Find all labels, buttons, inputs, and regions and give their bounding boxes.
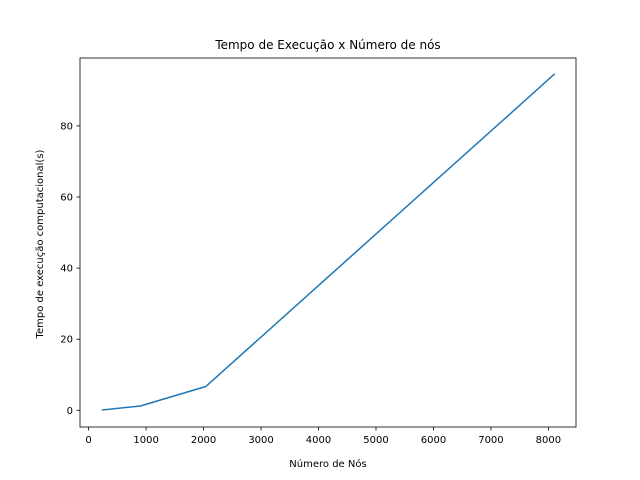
x-tick-label: 3000 bbox=[248, 435, 273, 446]
y-tick-label: 80 bbox=[60, 121, 73, 132]
x-tick-label: 7000 bbox=[478, 435, 503, 446]
plot-frame bbox=[79, 57, 577, 428]
x-axis-ticks: 0 1000 2000 3000 4000 5000 6000 7000 8000 bbox=[85, 427, 561, 446]
x-tick-label: 4000 bbox=[306, 435, 331, 446]
x-tick-label: 2000 bbox=[191, 435, 216, 446]
y-axis-ticks: 0 20 40 60 80 bbox=[60, 121, 80, 417]
x-axis-label: Número de Nós bbox=[289, 458, 366, 470]
x-tick-label: 1000 bbox=[133, 435, 158, 446]
x-tick-label: 6000 bbox=[421, 435, 446, 446]
y-tick-label: 0 bbox=[67, 406, 73, 417]
y-axis-label: Tempo de execução computacional(s) bbox=[35, 149, 46, 339]
chart-title: Tempo de Execução x Número de nós bbox=[214, 38, 440, 52]
series-line-0 bbox=[101, 73, 556, 411]
x-tick-label: 5000 bbox=[363, 435, 388, 446]
x-tick-label: 0 bbox=[85, 435, 91, 446]
x-tick-label: 8000 bbox=[536, 435, 561, 446]
y-tick-label: 60 bbox=[60, 192, 73, 203]
plot-area bbox=[101, 73, 556, 411]
y-tick-label: 40 bbox=[60, 264, 73, 275]
y-tick-label: 20 bbox=[60, 335, 73, 346]
